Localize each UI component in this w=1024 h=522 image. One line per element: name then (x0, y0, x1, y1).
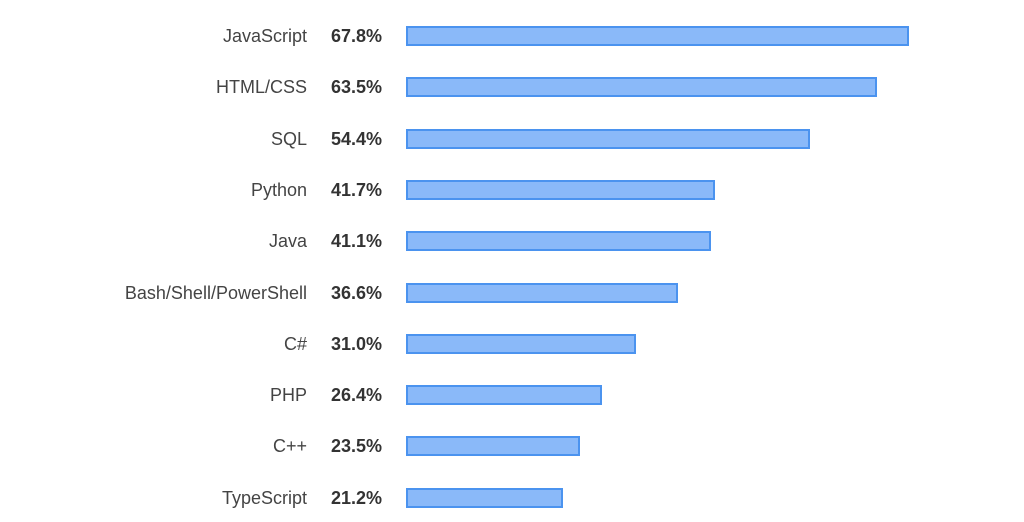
bar-row: HTML/CSS 63.5% (0, 75, 1024, 99)
value-label: 41.1% (331, 231, 383, 252)
value-label: 41.7% (331, 179, 383, 200)
bar (406, 231, 711, 252)
bar (406, 26, 910, 46)
category-label: C++ (272, 436, 307, 457)
bar-row: TypeScript 21.2% (0, 486, 1024, 510)
value-label: 36.6% (331, 282, 383, 303)
category-label: HTML/CSS (215, 77, 307, 98)
value-label: 26.4% (331, 385, 383, 406)
bar-row: Java 41.1% (0, 229, 1024, 253)
bar-row: C# 31.0% (0, 332, 1024, 356)
category-label: C# (283, 333, 307, 354)
bar (406, 282, 678, 303)
bar (406, 436, 581, 457)
bar (406, 77, 878, 98)
value-label: 21.2% (331, 487, 383, 508)
bar-row: Bash/Shell/PowerShell 36.6% (0, 281, 1024, 305)
category-label: Java (268, 231, 307, 252)
bar-row: C++ 23.5% (0, 434, 1024, 458)
value-label: 67.8% (331, 26, 383, 46)
category-label: Python (250, 179, 307, 200)
value-label: 23.5% (331, 436, 383, 457)
category-label: TypeScript (221, 487, 307, 508)
bar-row: Python 41.7% (0, 178, 1024, 202)
bar (406, 487, 564, 508)
bar (406, 385, 602, 406)
bar (406, 333, 637, 354)
value-label: 63.5% (331, 77, 383, 98)
bar (406, 179, 716, 200)
value-label: 54.4% (331, 128, 383, 149)
bar-row: JavaScript 67.8% (0, 24, 1024, 48)
category-label: JavaScript (222, 26, 307, 46)
category-label: Bash/Shell/PowerShell (124, 282, 307, 303)
bar (406, 128, 810, 149)
category-label: PHP (269, 385, 307, 406)
value-label: 31.0% (331, 333, 383, 354)
bar-row: PHP 26.4% (0, 383, 1024, 407)
category-label: SQL (270, 128, 307, 149)
bar-row: SQL 54.4% (0, 127, 1024, 151)
